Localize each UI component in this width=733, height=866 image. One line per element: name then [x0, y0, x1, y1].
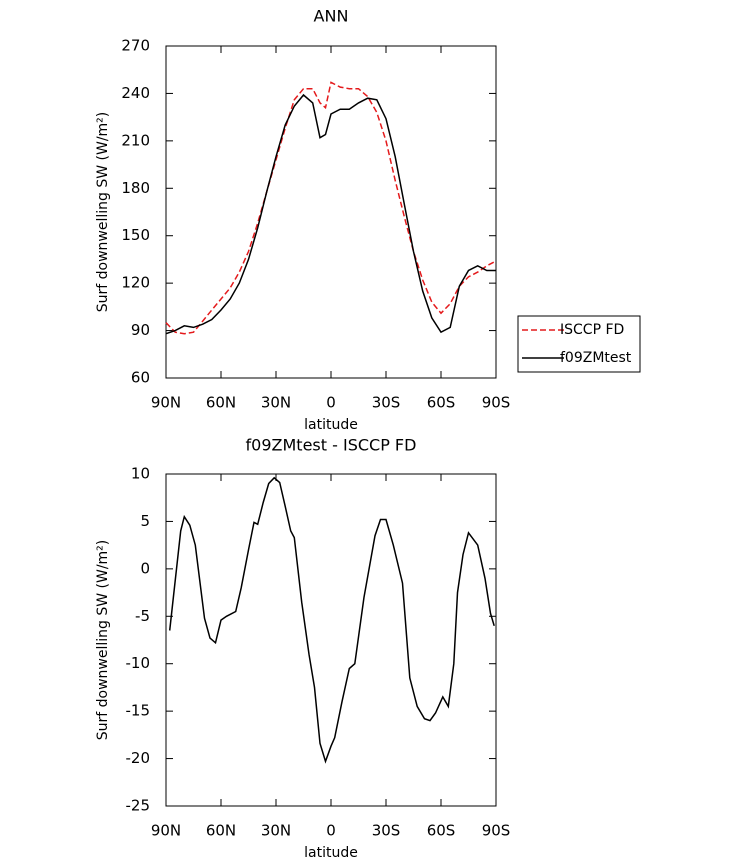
y-tick-label: 120: [121, 274, 150, 292]
x-tick-label: 60N: [206, 394, 236, 412]
y-axis-label: Surf downwelling SW (W/m²): [95, 540, 111, 741]
x-axis-label: latitude: [304, 845, 358, 861]
data-line: [165, 81, 497, 335]
y-tick-label: -20: [126, 749, 151, 767]
x-tick-label: 30S: [372, 822, 401, 840]
x-tick-label: 30S: [372, 394, 401, 412]
x-axis-label: latitude: [304, 417, 358, 433]
x-tick-label: 90N: [151, 394, 181, 412]
y-tick-label: 60: [131, 369, 150, 387]
x-tick-label: 60S: [427, 822, 456, 840]
y-tick-label: 10: [131, 465, 150, 483]
y-tick-label: 210: [121, 131, 150, 149]
y-tick-label: 0: [140, 559, 150, 577]
x-tick-label: 0: [326, 394, 336, 412]
legend-label: ISCCP FD: [560, 322, 624, 338]
y-tick-label: -25: [126, 797, 151, 815]
plot-frame: [165, 45, 497, 379]
y-tick-label: -15: [126, 702, 151, 720]
data-line: [165, 93, 496, 335]
data-line: [168, 476, 495, 764]
chart-title: ANN: [314, 7, 349, 26]
legend-label: f09ZMtest: [560, 350, 632, 366]
y-tick-label: 90: [131, 321, 150, 339]
y-tick-label: -10: [126, 654, 151, 672]
chart-title: f09ZMtest - ISCCP FD: [246, 436, 417, 455]
y-tick-label: 5: [140, 512, 150, 530]
legend-box: [517, 315, 641, 373]
y-tick-label: -5: [135, 607, 150, 625]
y-tick-label: 240: [121, 84, 150, 102]
x-tick-label: 30N: [261, 394, 291, 412]
y-tick-label: 270: [121, 37, 150, 55]
x-tick-label: 90S: [482, 394, 511, 412]
y-axis-label: Surf downwelling SW (W/m²): [95, 112, 111, 313]
y-tick-label: 180: [121, 179, 150, 197]
y-tick-label: 150: [121, 226, 150, 244]
x-tick-label: 60S: [427, 394, 456, 412]
x-tick-label: 90S: [482, 822, 511, 840]
x-tick-label: 30N: [261, 822, 291, 840]
x-tick-label: 60N: [206, 822, 236, 840]
x-tick-label: 0: [326, 822, 336, 840]
x-tick-label: 90N: [151, 822, 181, 840]
